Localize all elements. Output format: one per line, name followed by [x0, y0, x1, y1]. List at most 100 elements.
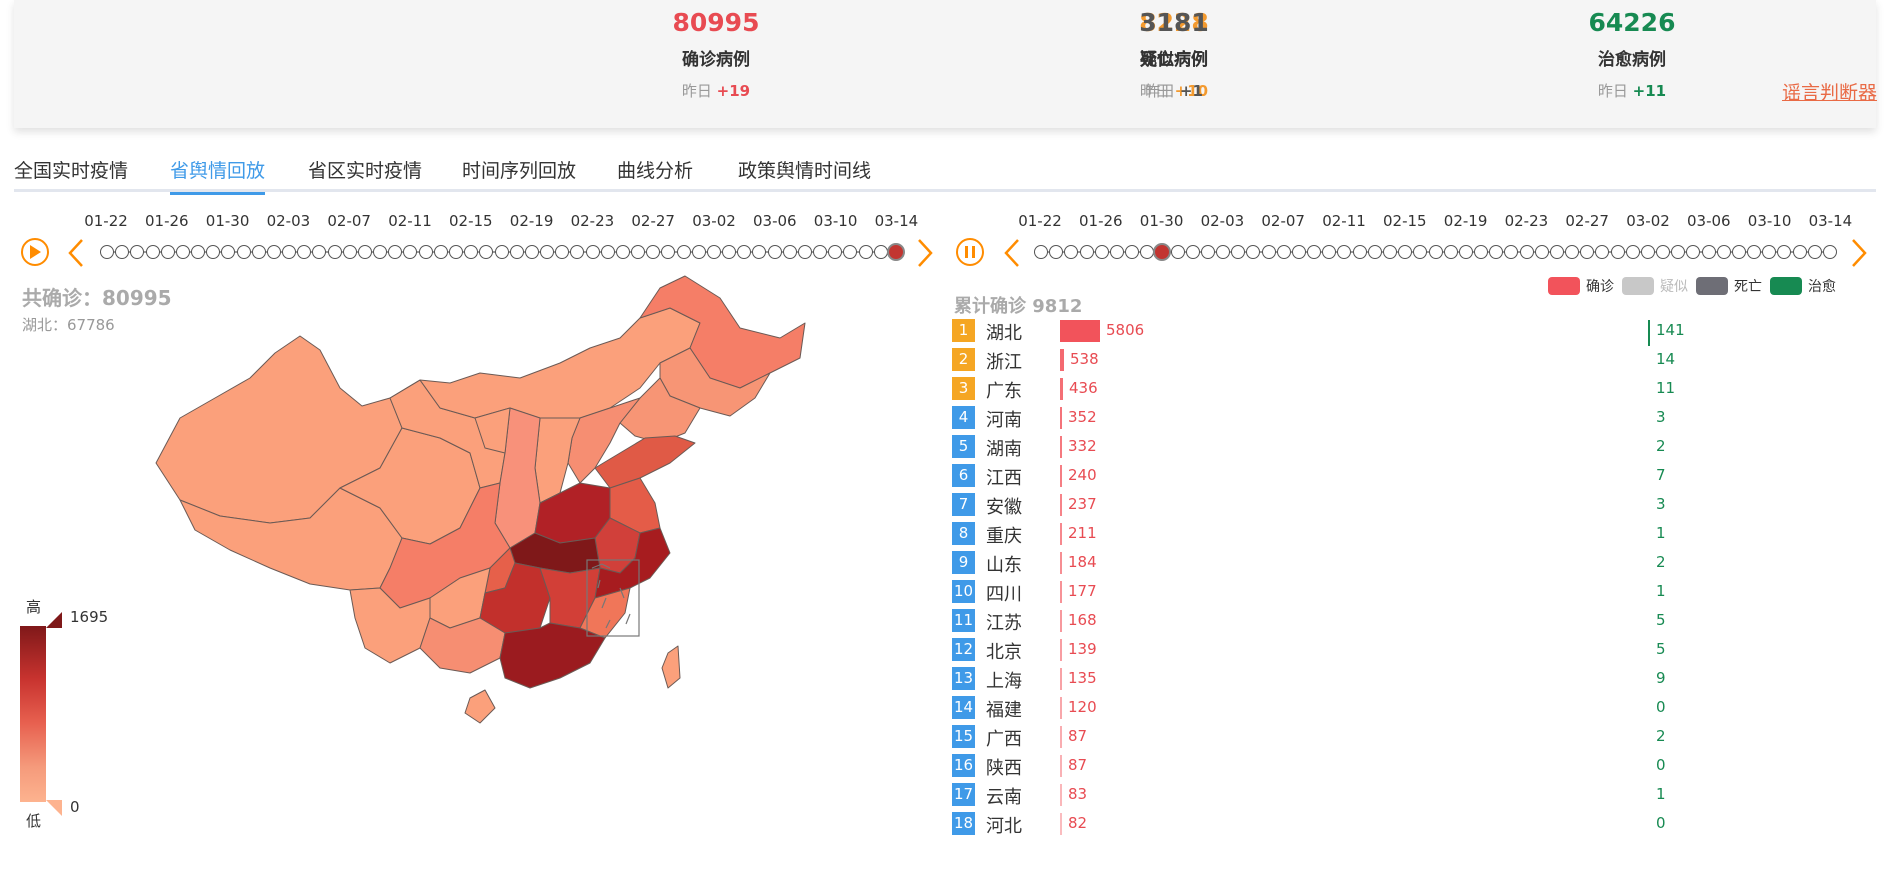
- legend-max-handle[interactable]: [46, 612, 62, 628]
- timeline-dot[interactable]: [342, 245, 357, 259]
- timeline-dot[interactable]: [433, 245, 448, 259]
- timeline-dot[interactable]: [509, 245, 524, 259]
- timeline-dot[interactable]: [221, 245, 236, 259]
- ranking-row[interactable]: 15 广西 87 2: [950, 724, 1830, 750]
- timeline-dot[interactable]: [1701, 245, 1716, 259]
- timeline-dot[interactable]: [100, 245, 114, 259]
- timeline-dot[interactable]: [1367, 245, 1382, 259]
- timeline-dot[interactable]: [1656, 245, 1671, 259]
- timeline-current-dot[interactable]: [1153, 243, 1172, 261]
- timeline-dot[interactable]: [479, 245, 494, 259]
- ranking-row[interactable]: 16 陕西 87 0: [950, 753, 1830, 779]
- timeline-dot[interactable]: [448, 245, 463, 259]
- timeline-current-dot[interactable]: [887, 243, 905, 261]
- legend-confirmed[interactable]: 确诊: [1548, 276, 1614, 296]
- timeline-dot[interactable]: [737, 245, 752, 259]
- china-choropleth-map[interactable]: [140, 268, 820, 788]
- timeline-dot[interactable]: [540, 245, 555, 259]
- timeline-dot[interactable]: [843, 245, 858, 259]
- ranking-row[interactable]: 4 河南 352 3: [950, 405, 1830, 431]
- timeline-dot[interactable]: [691, 245, 706, 259]
- ranking-row[interactable]: 18 河北 82 0: [950, 811, 1830, 837]
- timeline-dot[interactable]: [1610, 245, 1625, 259]
- timeline-dot[interactable]: [600, 245, 615, 259]
- timeline-dot[interactable]: [1382, 245, 1397, 259]
- timeline-dot[interactable]: [1261, 245, 1276, 259]
- timeline-dot[interactable]: [1625, 245, 1640, 259]
- prev-arrow-icon[interactable]: [1002, 238, 1022, 268]
- timeline-dot[interactable]: [266, 245, 281, 259]
- timeline-dot[interactable]: [373, 245, 388, 259]
- next-arrow-icon[interactable]: [1849, 238, 1869, 268]
- ranking-row[interactable]: 6 江西 240 7: [950, 463, 1830, 489]
- timeline-dot[interactable]: [1049, 245, 1064, 259]
- timeline-dot[interactable]: [1671, 245, 1686, 259]
- legend-deaths[interactable]: 死亡: [1696, 276, 1762, 296]
- timeline-dot[interactable]: [524, 245, 539, 259]
- timeline-dot[interactable]: [1489, 245, 1504, 259]
- ranking-row[interactable]: 7 安徽 237 3: [950, 492, 1830, 518]
- timeline-dot[interactable]: [1185, 245, 1200, 259]
- timeline-dot[interactable]: [1731, 245, 1746, 259]
- timeline-dot[interactable]: [357, 245, 372, 259]
- timeline-dot[interactable]: [1352, 245, 1367, 259]
- timeline-dot[interactable]: [1716, 245, 1731, 259]
- timeline-dot[interactable]: [722, 245, 737, 259]
- timeline-dot[interactable]: [1337, 245, 1352, 259]
- timeline-dot[interactable]: [1595, 245, 1610, 259]
- timeline-dot[interactable]: [1823, 245, 1837, 259]
- timeline-dot[interactable]: [282, 245, 297, 259]
- timeline-dot[interactable]: [1094, 245, 1109, 259]
- timeline-dot[interactable]: [1413, 245, 1428, 259]
- timeline-dot[interactable]: [175, 245, 190, 259]
- timeline-dot[interactable]: [145, 245, 160, 259]
- timeline-dot[interactable]: [464, 245, 479, 259]
- timeline-dot[interactable]: [115, 245, 130, 259]
- timeline-dot[interactable]: [236, 245, 251, 259]
- timeline-dot[interactable]: [1398, 245, 1413, 259]
- timeline-dot[interactable]: [767, 245, 782, 259]
- timeline-dot[interactable]: [1276, 245, 1291, 259]
- legend-suspected[interactable]: 疑似: [1622, 276, 1688, 296]
- timeline-dot[interactable]: [160, 245, 175, 259]
- ranking-row[interactable]: 5 湖南 332 2: [950, 434, 1830, 460]
- timeline-dot[interactable]: [1762, 245, 1777, 259]
- tab-province-replay[interactable]: 省舆情回放: [170, 156, 266, 195]
- timeline-dot[interactable]: [1792, 245, 1807, 259]
- prev-arrow-icon[interactable]: [66, 238, 86, 268]
- timeline-dot[interactable]: [1291, 245, 1306, 259]
- ranking-row[interactable]: 14 福建 120 0: [950, 695, 1830, 721]
- rumor-checker-link[interactable]: 谣言判断器: [1782, 82, 1878, 104]
- timeline-dot[interactable]: [1322, 245, 1337, 259]
- timeline-dot[interactable]: [1474, 245, 1489, 259]
- timeline-dot[interactable]: [327, 245, 342, 259]
- timeline-dot[interactable]: [1640, 245, 1655, 259]
- timeline-dot[interactable]: [1125, 245, 1140, 259]
- timeline-dot[interactable]: [312, 245, 327, 259]
- timeline-dot[interactable]: [1170, 245, 1185, 259]
- timeline-dot[interactable]: [130, 245, 145, 259]
- tab-timeseries-replay[interactable]: 时间序列回放: [462, 160, 577, 182]
- ranking-row[interactable]: 13 上海 135 9: [950, 666, 1830, 692]
- timeline-dot[interactable]: [1549, 245, 1564, 259]
- timeline-dot[interactable]: [615, 245, 630, 259]
- ranking-row[interactable]: 1 湖北 5806 141: [950, 318, 1830, 344]
- legend-color-scale[interactable]: [20, 626, 46, 802]
- timeline-dot[interactable]: [828, 245, 843, 259]
- ranking-row[interactable]: 9 山东 184 2: [950, 550, 1830, 576]
- timeline-dot[interactable]: [1034, 245, 1048, 259]
- timeline-dot[interactable]: [1519, 245, 1534, 259]
- timeline-dot[interactable]: [494, 245, 509, 259]
- timeline-dot[interactable]: [1140, 245, 1155, 259]
- timeline-dot[interactable]: [418, 245, 433, 259]
- legend-healed[interactable]: 治愈: [1770, 276, 1836, 296]
- timeline-dot[interactable]: [1504, 245, 1519, 259]
- timeline-dot[interactable]: [858, 245, 873, 259]
- timeline-dot[interactable]: [555, 245, 570, 259]
- timeline-dot[interactable]: [1246, 245, 1261, 259]
- ranking-row[interactable]: 2 浙江 538 14: [950, 347, 1830, 373]
- timeline-dot[interactable]: [206, 245, 221, 259]
- tab-province-realtime[interactable]: 省区实时疫情: [308, 160, 423, 182]
- ranking-row[interactable]: 17 云南 83 1: [950, 782, 1830, 808]
- play-button[interactable]: [21, 238, 49, 266]
